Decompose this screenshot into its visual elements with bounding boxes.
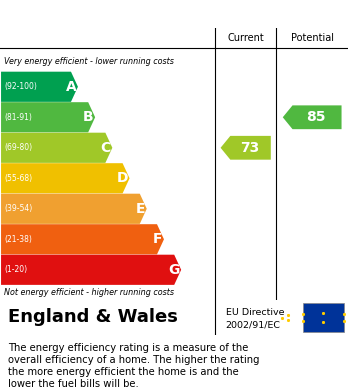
Text: Potential: Potential	[291, 33, 334, 43]
Polygon shape	[1, 72, 78, 102]
Polygon shape	[1, 255, 181, 285]
Text: 85: 85	[307, 110, 326, 124]
Text: Energy Efficiency Rating: Energy Efficiency Rating	[9, 7, 219, 22]
Text: lower the fuel bills will be.: lower the fuel bills will be.	[8, 379, 139, 389]
Text: EU Directive: EU Directive	[226, 308, 284, 317]
Text: D: D	[117, 171, 128, 185]
Text: (81-91): (81-91)	[4, 113, 32, 122]
Text: Current: Current	[227, 33, 264, 43]
Text: (21-38): (21-38)	[4, 235, 32, 244]
Text: Very energy efficient - lower running costs: Very energy efficient - lower running co…	[4, 57, 174, 66]
Text: the more energy efficient the home is and the: the more energy efficient the home is an…	[8, 367, 238, 377]
Text: C: C	[101, 141, 111, 155]
Text: 73: 73	[240, 141, 260, 155]
Polygon shape	[1, 102, 95, 133]
Polygon shape	[1, 194, 147, 224]
Text: overall efficiency of a home. The higher the rating: overall efficiency of a home. The higher…	[8, 355, 259, 365]
Text: (55-68): (55-68)	[4, 174, 32, 183]
Text: (1-20): (1-20)	[4, 265, 27, 274]
Text: B: B	[83, 110, 94, 124]
Polygon shape	[1, 133, 112, 163]
Polygon shape	[283, 106, 341, 129]
Polygon shape	[1, 224, 164, 255]
Text: Not energy efficient - higher running costs: Not energy efficient - higher running co…	[4, 289, 174, 298]
Text: E: E	[136, 202, 145, 216]
Text: (39-54): (39-54)	[4, 204, 32, 213]
Polygon shape	[1, 163, 129, 194]
Text: F: F	[153, 232, 163, 246]
Text: A: A	[66, 80, 77, 94]
Text: (92-100): (92-100)	[4, 82, 37, 91]
Bar	[303, 303, 344, 332]
Text: England & Wales: England & Wales	[8, 308, 177, 326]
Text: (69-80): (69-80)	[4, 143, 32, 152]
Text: 2002/91/EC: 2002/91/EC	[226, 321, 280, 330]
Text: The energy efficiency rating is a measure of the: The energy efficiency rating is a measur…	[8, 343, 248, 353]
Text: G: G	[168, 263, 180, 277]
Polygon shape	[221, 136, 271, 160]
